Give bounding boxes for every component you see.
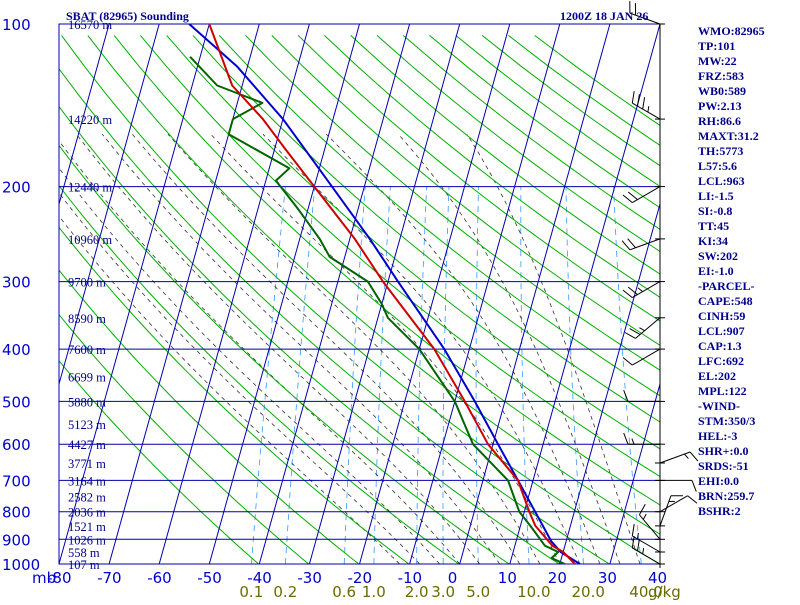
index-item: TH:5773 <box>698 144 800 159</box>
temperature-label: -60 <box>147 569 172 587</box>
mixing-ratio-label: 3.0 <box>431 583 455 600</box>
index-item: EHI:0.0 <box>698 474 800 489</box>
pressure-label: 100 <box>2 16 31 34</box>
height-label: 3164 m <box>68 474 106 488</box>
index-item: SI:-0.8 <box>698 204 800 219</box>
mixing-ratio-label: 1.0 <box>362 583 386 600</box>
index-item: WMO:82965 <box>698 24 800 39</box>
temperature-label: -30 <box>297 569 322 587</box>
index-item: WB0:589 <box>698 84 800 99</box>
index-item: CAP:1.3 <box>698 339 800 354</box>
height-label: 6699 m <box>68 371 106 385</box>
index-item: CAPE:548 <box>698 294 800 309</box>
mixing-ratio-label: 0.1 <box>239 583 263 600</box>
index-item: PW:2.13 <box>698 99 800 114</box>
height-label: 12440 m <box>68 181 112 195</box>
index-item: EL:202 <box>698 369 800 384</box>
index-item: TP:101 <box>698 39 800 54</box>
index-item: TT:45 <box>698 219 800 234</box>
height-label: 2036 m <box>68 506 106 520</box>
temperature-label: 20 <box>548 569 567 587</box>
index-item: MPL:122 <box>698 384 800 399</box>
pressure-label: 900 <box>2 531 31 549</box>
index-item: LI:-1.5 <box>698 189 800 204</box>
index-item: L57:5.6 <box>698 159 800 174</box>
index-item: STM:350/3 <box>698 414 800 429</box>
temperature-label: 10 <box>498 569 517 587</box>
height-label: 2582 m <box>68 491 106 505</box>
mixing-ratio-label: 20.0 <box>572 583 605 600</box>
mb-unit-label: mb <box>32 569 56 587</box>
height-label: 4427 m <box>68 438 106 452</box>
mixing-ratio-label: 2.0 <box>405 583 429 600</box>
index-item: SW:202 <box>698 249 800 264</box>
index-item: FRZ:583 <box>698 69 800 84</box>
index-item: LCL:907 <box>698 324 800 339</box>
mixing-ratio-unit-label: g/kg <box>648 583 681 600</box>
index-item: EI:-1.0 <box>698 264 800 279</box>
index-item: SHR+:0.0 <box>698 444 800 459</box>
pressure-label: 300 <box>2 274 31 292</box>
index-item: CINH:59 <box>698 309 800 324</box>
height-label: 9700 m <box>68 276 106 290</box>
temperature-label: -50 <box>197 569 222 587</box>
height-label: 10960 m <box>68 233 112 247</box>
temperature-label: -70 <box>97 569 122 587</box>
height-label: 107 m <box>68 558 100 572</box>
pressure-label: 800 <box>2 504 31 522</box>
station-title: SBAT (82965) Sounding <box>66 9 189 23</box>
pressure-label: 400 <box>2 341 31 359</box>
height-label: 1521 m <box>68 520 106 534</box>
index-item: KI:34 <box>698 234 800 249</box>
pressure-label: 200 <box>2 179 31 197</box>
pressure-label: 500 <box>2 393 31 411</box>
index-item: HEL:-3 <box>698 429 800 444</box>
mixing-ratio-label: 0.2 <box>273 583 297 600</box>
index-item: LFC:692 <box>698 354 800 369</box>
height-label: 5880 m <box>68 395 106 409</box>
mixing-ratio-label: 5.0 <box>466 583 490 600</box>
index-item: BSHR:2 <box>698 504 800 519</box>
pressure-label: 700 <box>2 472 31 490</box>
index-item: RH:86.6 <box>698 114 800 129</box>
index-item: LCL:963 <box>698 174 800 189</box>
index-item: -WIND- <box>698 399 800 414</box>
pressure-label: 600 <box>2 436 31 454</box>
height-label: 8590 m <box>68 312 106 326</box>
height-label: 3771 m <box>68 457 106 471</box>
height-label: 7600 m <box>68 343 106 357</box>
index-item: SRDS:-51 <box>698 459 800 474</box>
height-label: 5123 m <box>68 418 106 432</box>
index-item: MAXT:31.2 <box>698 129 800 144</box>
index-item: MW:22 <box>698 54 800 69</box>
valid-time: 1200Z 18 JAN 26 <box>560 9 648 23</box>
index-item: -PARCEL- <box>698 279 800 294</box>
mixing-ratio-label: 0.6 <box>332 583 356 600</box>
mixing-ratio-label: 10.0 <box>517 583 550 600</box>
index-item: BRN:259.7 <box>698 489 800 504</box>
height-label: 14220 m <box>68 113 112 127</box>
